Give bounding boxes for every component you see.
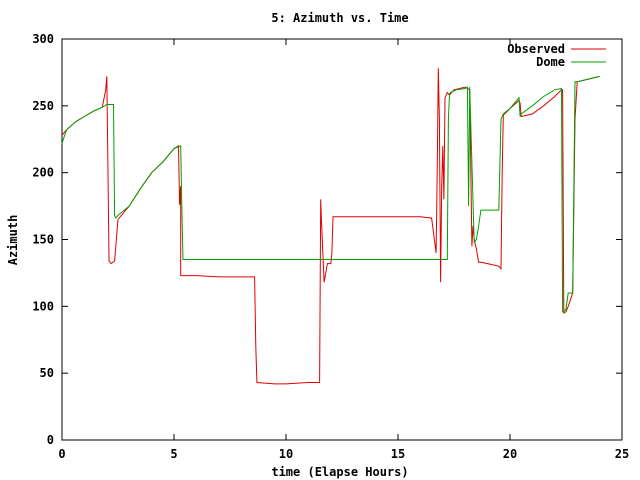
x-tick-label: 10 — [279, 447, 293, 461]
legend-label-observed: Observed — [507, 42, 565, 56]
x-axis-label: time (Elapse Hours) — [271, 465, 408, 479]
x-tick-label: 0 — [58, 447, 65, 461]
chart-title: 5: Azimuth vs. Time — [271, 11, 408, 25]
series-line-dome — [61, 75, 600, 313]
x-tick-label: 15 — [391, 447, 405, 461]
y-tick-label: 200 — [32, 166, 54, 180]
x-tick-label: 5 — [170, 447, 177, 461]
y-tick-label: 300 — [32, 32, 54, 46]
y-tick-label: 0 — [47, 433, 54, 447]
x-tick-label: 20 — [503, 447, 517, 461]
legend-label-dome: Dome — [536, 55, 565, 69]
y-tick-label: 250 — [32, 99, 54, 113]
series-lines — [61, 68, 600, 385]
y-axis-label: Azimuth — [6, 215, 20, 266]
series-line-observed — [61, 68, 600, 385]
y-tick-label: 100 — [32, 299, 54, 313]
y-tick-label: 50 — [40, 366, 54, 380]
x-tick-label: 25 — [615, 447, 629, 461]
y-tick-label: 150 — [32, 233, 54, 247]
plot-frame — [61, 38, 623, 441]
